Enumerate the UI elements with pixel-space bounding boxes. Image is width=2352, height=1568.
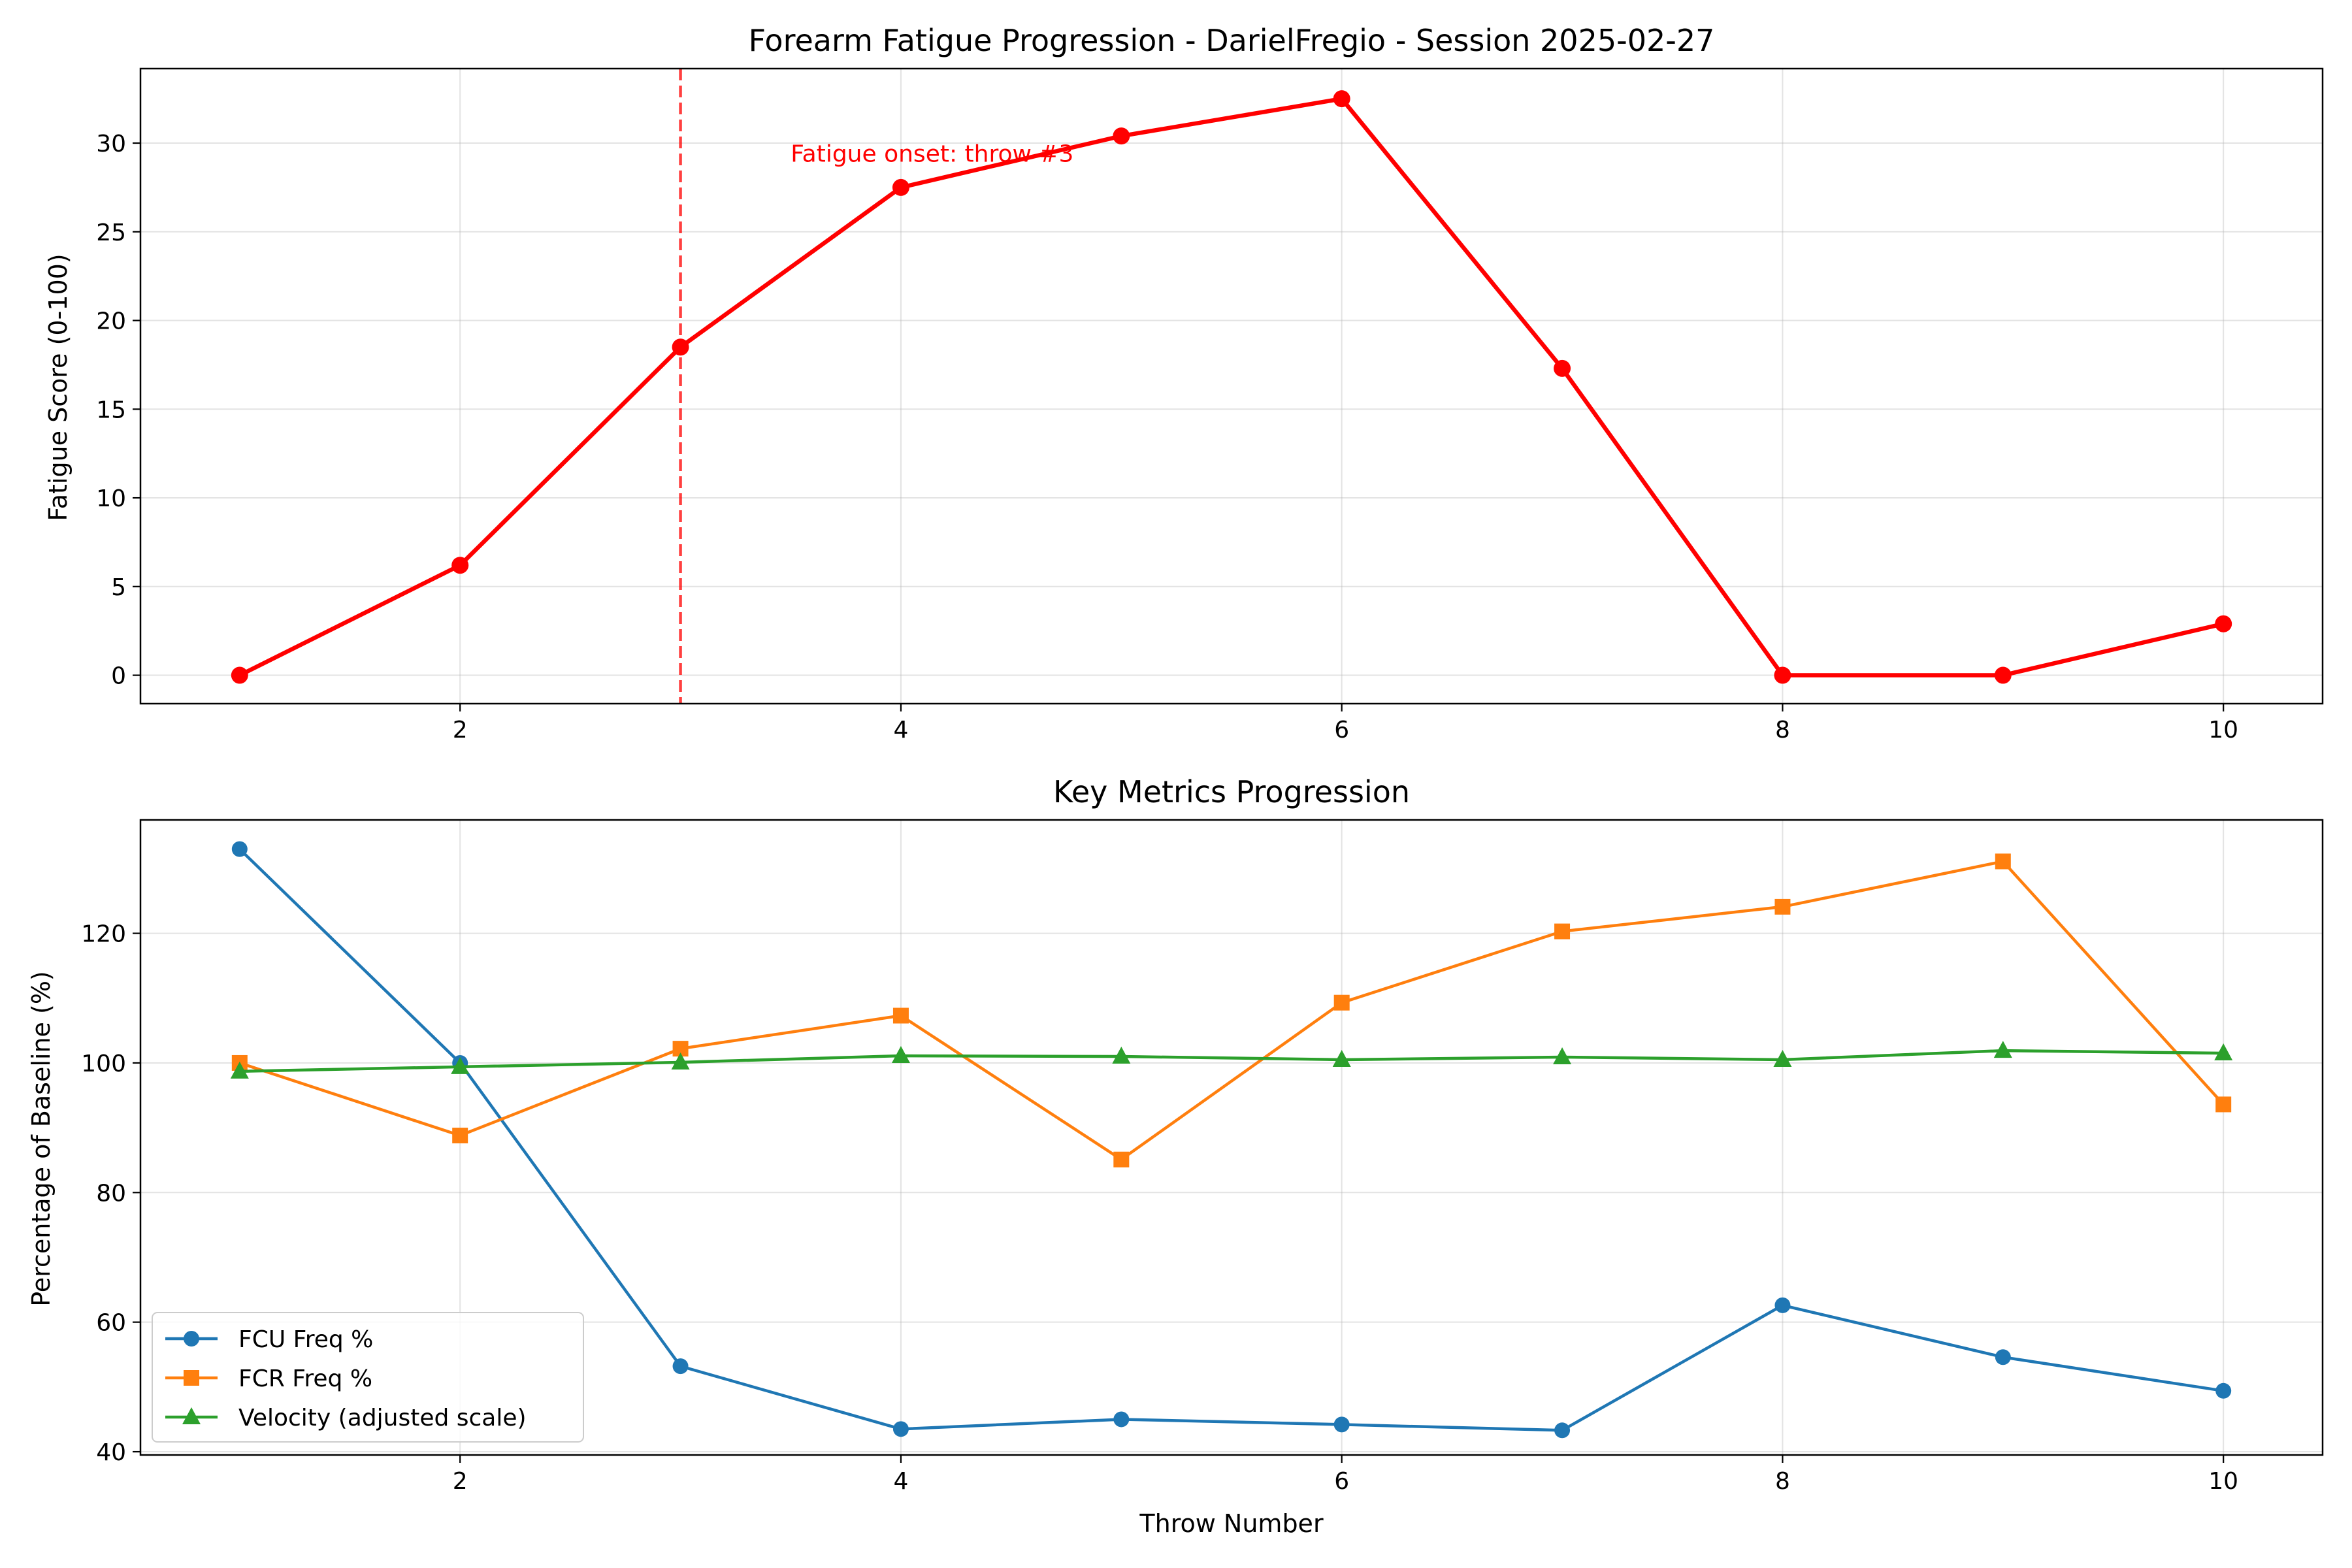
fatigue-series bbox=[231, 90, 2232, 684]
series-point-1 bbox=[1113, 1151, 1130, 1168]
fatigue-score-point bbox=[892, 178, 909, 196]
series-point-2 bbox=[1773, 1049, 1792, 1067]
metrics-axis-ticks: 2 4 6 8 10 40 60 80 100 120 bbox=[81, 921, 2238, 1495]
fatigue-score-line bbox=[238, 96, 2224, 678]
series-point-1 bbox=[1333, 994, 1350, 1011]
metrics-grid bbox=[140, 820, 2323, 1455]
fatigue-score-point bbox=[1554, 359, 1571, 377]
series-line-0 bbox=[238, 848, 2224, 1432]
legend-swatch-marker bbox=[184, 1331, 199, 1347]
x-tick-label: 8 bbox=[1775, 717, 1790, 743]
series-line-1 bbox=[239, 860, 2225, 1161]
series-point-2 bbox=[451, 1056, 470, 1074]
fatigue-score-point bbox=[1333, 90, 1350, 108]
fatigue-y-axis-label: Fatigue Score (0-100) bbox=[44, 253, 73, 521]
metrics-panel: Key Metrics Progression Percentage of Ba… bbox=[27, 774, 2324, 1538]
series-point-1 bbox=[2215, 1096, 2232, 1113]
series-point-0 bbox=[892, 1421, 909, 1437]
series-point-0 bbox=[231, 841, 248, 857]
series-point-0 bbox=[672, 1358, 689, 1375]
series-point-2 bbox=[230, 1061, 249, 1079]
series-point-0 bbox=[1554, 1422, 1571, 1439]
fatigue-panel: Forearm Fatigue Progression - DarielFreg… bbox=[44, 23, 2324, 743]
y-tick-label: 60 bbox=[96, 1310, 126, 1337]
series-point-0 bbox=[1774, 1297, 1791, 1313]
series-point-0 bbox=[1333, 1416, 1350, 1433]
legend-label: Velocity (adjusted scale) bbox=[238, 1405, 527, 1431]
series-line-2 bbox=[239, 1049, 2224, 1073]
series-point-2 bbox=[671, 1052, 690, 1070]
series-point-1 bbox=[452, 1128, 468, 1144]
y-tick-label: 10 bbox=[96, 485, 126, 512]
fatigue-plot-frame bbox=[139, 67, 2324, 705]
x-tick-label: 6 bbox=[1334, 1468, 1349, 1495]
legend-label: FCR Freq % bbox=[238, 1365, 372, 1392]
metrics-legend: FCU Freq % FCR Freq % Velocity (adjusted s… bbox=[152, 1312, 584, 1443]
y-tick-label: 0 bbox=[111, 663, 126, 690]
series-point-1 bbox=[1774, 898, 1791, 915]
y-tick-label: 80 bbox=[96, 1180, 126, 1207]
legend-swatch-marker bbox=[184, 1370, 199, 1386]
fatigue-score-point bbox=[672, 338, 689, 356]
legend-label: FCU Freq % bbox=[238, 1326, 373, 1353]
metrics-series bbox=[230, 841, 2233, 1439]
x-tick-label: 4 bbox=[893, 1468, 908, 1495]
series-point-0 bbox=[1113, 1411, 1130, 1428]
series-point-1 bbox=[1995, 853, 2011, 870]
metrics-chart-title: Key Metrics Progression bbox=[1053, 774, 1410, 809]
x-tick-label: 6 bbox=[1334, 717, 1349, 743]
legend-box bbox=[152, 1312, 584, 1443]
x-tick-label: 2 bbox=[453, 1468, 468, 1495]
metrics-plot-frame bbox=[139, 819, 2324, 1456]
x-tick-label: 10 bbox=[2208, 1468, 2238, 1495]
series-point-2 bbox=[1993, 1041, 2012, 1058]
y-tick-label: 30 bbox=[96, 131, 126, 157]
fatigue-chart-title: Forearm Fatigue Progression - DarielFreg… bbox=[749, 23, 1715, 58]
x-tick-label: 8 bbox=[1775, 1468, 1790, 1495]
y-tick-label: 5 bbox=[111, 574, 126, 601]
series-point-2 bbox=[1332, 1049, 1351, 1067]
y-tick-label: 120 bbox=[81, 921, 126, 948]
series-point-2 bbox=[891, 1046, 910, 1064]
fatigue-axis-ticks: 2 4 6 8 10 0 5 10 15 20 25 30 bbox=[96, 131, 2238, 743]
x-tick-label: 10 bbox=[2208, 717, 2238, 743]
series-point-0 bbox=[1995, 1349, 2011, 1365]
fatigue-score-point bbox=[1994, 666, 2012, 684]
series-point-2 bbox=[2214, 1043, 2233, 1061]
series-point-1 bbox=[892, 1007, 909, 1024]
series-point-2 bbox=[1112, 1047, 1131, 1064]
series-point-2 bbox=[1553, 1047, 1572, 1065]
fatigue-score-point bbox=[451, 557, 469, 574]
y-tick-label: 100 bbox=[81, 1051, 126, 1077]
fatigue-score-point bbox=[231, 666, 248, 684]
y-tick-label: 25 bbox=[96, 220, 126, 246]
fatigue-score-point bbox=[2215, 615, 2232, 632]
y-tick-label: 15 bbox=[96, 397, 126, 423]
x-tick-label: 4 bbox=[893, 717, 908, 743]
series-point-1 bbox=[1554, 923, 1571, 939]
fatigue-score-point bbox=[1113, 127, 1130, 145]
fatigue-grid bbox=[140, 69, 2323, 704]
y-tick-label: 40 bbox=[96, 1439, 126, 1466]
x-tick-label: 2 bbox=[453, 717, 468, 743]
metrics-y-axis-label: Percentage of Baseline (%) bbox=[27, 971, 56, 1307]
metrics-x-axis-label: Throw Number bbox=[1139, 1509, 1324, 1538]
fatigue-onset-annotation: Fatigue onset: throw #3 bbox=[791, 140, 1073, 167]
fatigue-score-point bbox=[1774, 666, 1791, 684]
y-tick-label: 20 bbox=[96, 308, 126, 335]
series-point-0 bbox=[2215, 1382, 2232, 1399]
legend-swatch-marker bbox=[182, 1407, 201, 1424]
